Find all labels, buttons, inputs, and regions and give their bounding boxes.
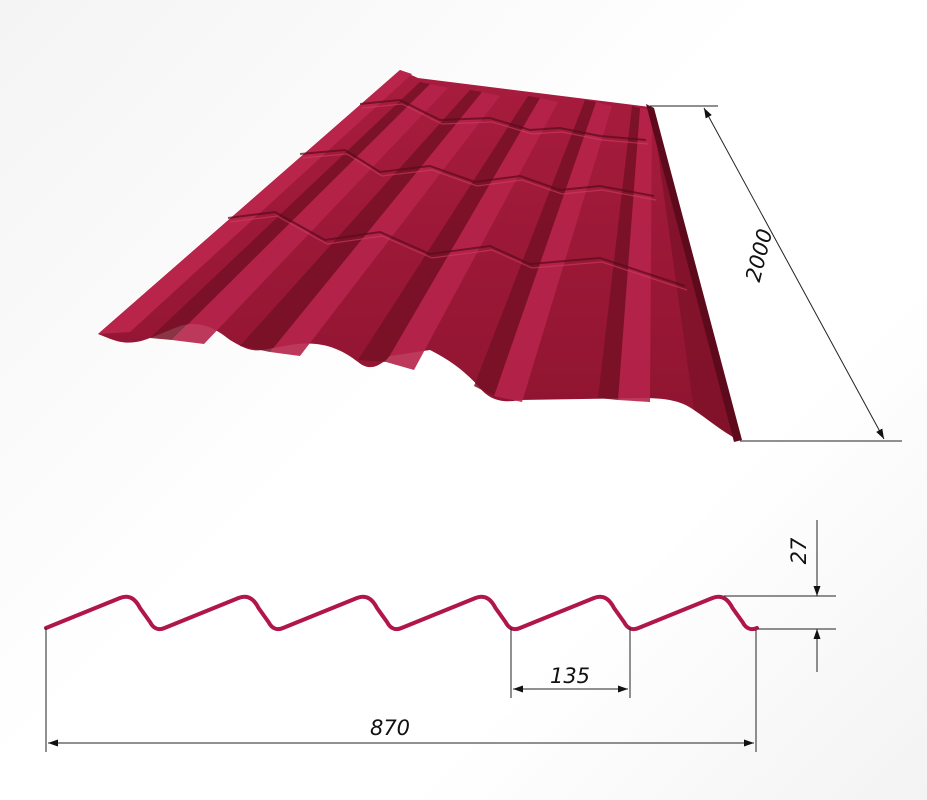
ridge-6 bbox=[618, 108, 652, 402]
tile-step-lines bbox=[227, 98, 686, 287]
metal-tile-sheet bbox=[98, 70, 742, 442]
label-total-width: 870 bbox=[370, 716, 410, 740]
valley-5 bbox=[598, 106, 640, 400]
ridge-1 bbox=[98, 70, 412, 334]
valley-4 bbox=[474, 100, 596, 396]
dimension-profile-height bbox=[724, 520, 836, 672]
dimension-line-length bbox=[703, 107, 885, 440]
ridge-4 bbox=[386, 98, 558, 370]
label-length: 2000 bbox=[741, 226, 777, 284]
valley-6 bbox=[652, 110, 738, 440]
valley-3 bbox=[358, 96, 540, 362]
ridge-3 bbox=[270, 92, 500, 356]
dimension-total-width bbox=[45, 628, 757, 752]
dimension-wave-pitch bbox=[510, 628, 631, 698]
valley-2 bbox=[240, 90, 482, 352]
ridge-5 bbox=[494, 102, 612, 402]
tile-step-highlights bbox=[229, 103, 688, 291]
ridge-2 bbox=[172, 84, 448, 344]
label-profile-height: 27 bbox=[787, 537, 811, 564]
dimension-length bbox=[650, 105, 902, 442]
profile-section bbox=[44, 594, 759, 632]
label-wave-pitch: 135 bbox=[550, 664, 590, 688]
valley-1 bbox=[150, 82, 430, 340]
